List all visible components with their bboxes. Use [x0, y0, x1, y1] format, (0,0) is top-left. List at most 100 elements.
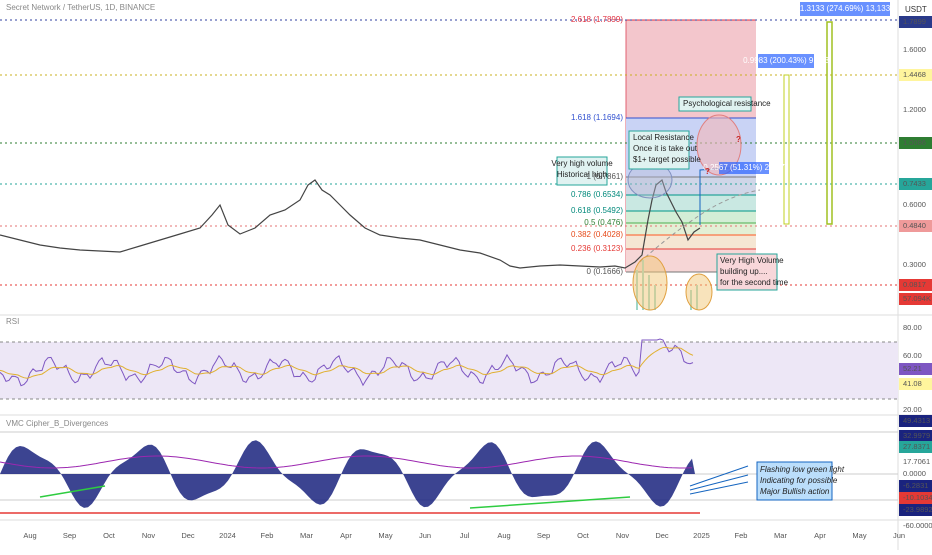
price-label: 57.094K: [903, 294, 931, 303]
price-tag: [899, 220, 932, 232]
rsi-label: 60.00: [903, 351, 922, 360]
vmc-mf: [0, 455, 693, 469]
annotation: Once it is take out: [633, 144, 698, 153]
time-label: 2024: [219, 531, 236, 540]
time-label: Feb: [261, 531, 274, 540]
vmc-label: -60.0000: [903, 521, 932, 530]
time-label: Sep: [63, 531, 76, 540]
price-label: 1.7899: [903, 17, 926, 26]
note-box: [628, 130, 690, 170]
price-label: 1.0086: [903, 138, 926, 147]
price-label: 0.4840: [903, 221, 926, 230]
question-mark: ?: [736, 135, 741, 144]
time-label: 2025: [693, 531, 710, 540]
vmc-label: 49.4313: [903, 416, 930, 425]
vmc-tag: [899, 441, 932, 453]
rsi-tag: [899, 363, 932, 375]
rsi-label: 20.00: [903, 405, 922, 414]
divergence: [39, 485, 106, 498]
fib-zone: [626, 195, 756, 211]
annotation: $1+ target possible: [633, 155, 701, 164]
arrows: [689, 465, 749, 495]
time-label: Jun: [419, 531, 431, 540]
time-label: Nov: [616, 531, 630, 540]
time-label: Sep: [537, 531, 550, 540]
price-tag: [899, 69, 932, 81]
highlight: [696, 114, 742, 176]
vmc-tag: [899, 430, 932, 442]
fib-label: 0.618 (0.5492): [571, 206, 623, 215]
vmc-label: -6.2831: [903, 481, 928, 490]
chart-symbol: Secret Network / TetherUS, 1D, BINANCE: [6, 3, 155, 12]
vmc-tag: [899, 415, 932, 427]
target-box: [800, 2, 890, 16]
vmc-tag: [899, 480, 932, 492]
target-box: [719, 162, 769, 174]
fib-zone: [626, 211, 756, 223]
rsi-label: 52.21: [903, 364, 922, 373]
time-label: Mar: [774, 531, 787, 540]
note-box: [556, 156, 608, 186]
fib-label: 0.786 (0.6534): [571, 190, 623, 199]
target-bar: [783, 74, 790, 225]
price-tag: [899, 279, 932, 291]
price-tag: [899, 16, 932, 28]
time-label: Dec: [181, 531, 195, 540]
highlight: [632, 255, 668, 311]
target-box: [758, 54, 814, 68]
currency: USDT: [905, 5, 927, 14]
fib-label: 0.5 (0.476): [584, 218, 623, 227]
target-label: 0.2567 (51.31%) 2,567: [703, 163, 785, 172]
rsi-band: [0, 342, 898, 399]
annotation: Major Bullish action: [760, 487, 830, 496]
pane-title: RSI: [6, 317, 19, 326]
price-label: 0.6000: [903, 200, 926, 209]
rsi-label: 80.00: [903, 323, 922, 332]
vmc-label: -10.1034: [903, 493, 932, 502]
vmc-label: 32.9979: [903, 431, 930, 440]
time-label: Aug: [497, 531, 510, 540]
time-label: Apr: [814, 531, 826, 540]
annotation: for the second time: [720, 278, 789, 287]
annotation: Historical high: [557, 170, 607, 179]
rsi-ma: [0, 346, 694, 379]
time-label: Oct: [577, 531, 590, 540]
annotation: Psychological resistance: [683, 99, 771, 108]
rsi-tag: [899, 378, 932, 390]
fib-label: 1 (0.7861): [587, 172, 624, 181]
vmc-tag: [899, 504, 932, 516]
price-tag: [899, 178, 932, 190]
note-box: [716, 253, 778, 291]
time-label: Apr: [340, 531, 352, 540]
fib-zone: [626, 223, 756, 235]
time-label: Oct: [103, 531, 116, 540]
fib-label: 2.618 (1.7899): [571, 15, 623, 24]
price-label: 1.4468: [903, 70, 926, 79]
price-label: 0.3000: [903, 260, 926, 269]
time-label: Jun: [893, 531, 905, 540]
fib-label: 0 (0.1666): [587, 267, 624, 276]
question-mark: ?: [705, 167, 710, 176]
rsi-label: 41.08: [903, 379, 922, 388]
highlight: [685, 273, 713, 311]
time-label: Feb: [735, 531, 748, 540]
fib-label: 0.382 (0.4028): [571, 230, 623, 239]
price-label: 1.6000: [903, 45, 926, 54]
price-label: 0.0817: [903, 280, 926, 289]
vmc-label: -23.9892: [903, 505, 932, 514]
time-label: Nov: [142, 531, 156, 540]
vmc-tag: [899, 492, 932, 504]
fib-label: 1.618 (1.1694): [571, 113, 623, 122]
target-bar: [826, 21, 833, 225]
annotation: Local Resistance: [633, 133, 694, 142]
time-label: May: [378, 531, 392, 540]
note-box: [678, 96, 752, 112]
fib-zone: [626, 177, 756, 195]
time-label: Aug: [23, 531, 36, 540]
target-label: 1.3133 (274.69%) 13,133: [800, 4, 891, 13]
note-box: [756, 461, 833, 501]
vmc-wave: [0, 440, 695, 508]
pane-title: VMC Cipher_B_Divergences: [6, 419, 108, 428]
divergence: [469, 496, 631, 509]
time-label: Dec: [655, 531, 669, 540]
